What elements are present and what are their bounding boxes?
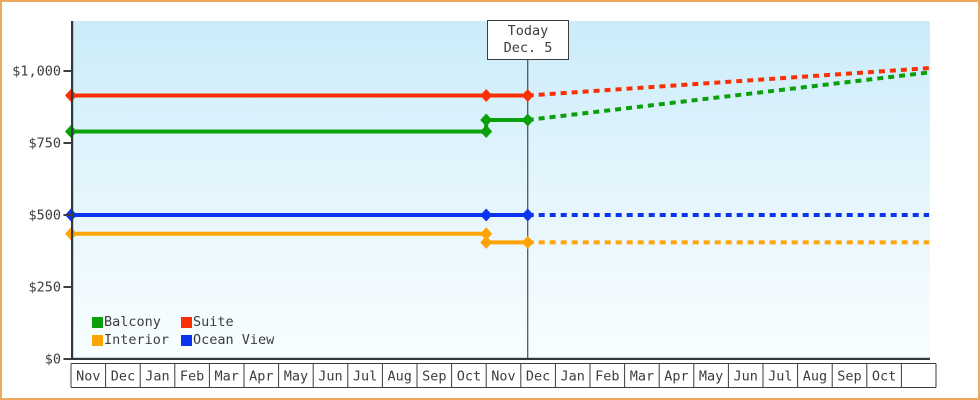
month-label: May bbox=[699, 369, 723, 385]
month-label: Jan bbox=[561, 369, 585, 385]
month-label: Dec bbox=[111, 369, 135, 385]
marker-suite bbox=[521, 88, 534, 102]
month-label: Apr bbox=[249, 369, 273, 385]
month-label: Mar bbox=[630, 369, 654, 385]
y-tick-label: $0 bbox=[45, 352, 61, 368]
month-label: May bbox=[284, 369, 308, 385]
month-label: Oct bbox=[872, 369, 896, 385]
marker-interior bbox=[480, 227, 493, 241]
month-label: Dec bbox=[526, 369, 550, 385]
month-label: Jul bbox=[353, 369, 377, 385]
y-tick bbox=[63, 358, 72, 360]
y-tick bbox=[63, 286, 72, 288]
ocean-view-swatch-icon bbox=[181, 334, 192, 346]
month-label: Jun bbox=[318, 369, 342, 385]
legend-item-balcony: Balcony bbox=[92, 313, 181, 331]
month-label: Jun bbox=[734, 369, 758, 385]
marker-ocean-view bbox=[480, 208, 493, 222]
suite-swatch-icon bbox=[181, 316, 192, 328]
y-tick-label: $1,000 bbox=[12, 64, 61, 80]
today-marker-box: Today Dec. 5 bbox=[487, 20, 569, 60]
month-label: Sep bbox=[422, 369, 446, 385]
marker-balcony bbox=[521, 113, 534, 127]
marker-ocean-view bbox=[521, 208, 534, 222]
series-forecast-balcony bbox=[527, 70, 930, 122]
month-label: Sep bbox=[837, 369, 861, 385]
y-tick bbox=[63, 214, 72, 216]
legend-label-interior: Interior bbox=[104, 332, 170, 348]
marker-interior bbox=[480, 235, 493, 249]
y-tick-label: $500 bbox=[28, 208, 61, 224]
y-axis-line bbox=[71, 21, 74, 360]
legend-label-ocean-view: Ocean View bbox=[193, 332, 275, 348]
month-label: Apr bbox=[664, 369, 688, 385]
legend-label-suite: Suite bbox=[193, 314, 234, 330]
month-label: Oct bbox=[457, 369, 481, 385]
plot-background bbox=[73, 21, 930, 359]
x-axis-line bbox=[71, 357, 930, 360]
series-forecast-suite bbox=[527, 66, 930, 98]
legend-item-interior: Interior bbox=[92, 331, 181, 349]
month-label: Mar bbox=[215, 369, 239, 385]
legend-item-suite: Suite bbox=[181, 313, 274, 331]
marker-suite bbox=[480, 88, 493, 102]
month-label: Nov bbox=[76, 369, 100, 385]
legend-label-balcony: Balcony bbox=[104, 314, 161, 330]
month-label: Aug bbox=[803, 369, 827, 385]
y-tick-label: $750 bbox=[28, 136, 61, 152]
marker-balcony bbox=[480, 124, 493, 138]
y-tick bbox=[63, 142, 72, 144]
today-label: Today bbox=[507, 23, 549, 39]
marker-balcony bbox=[480, 113, 493, 127]
balcony-swatch-icon bbox=[92, 316, 103, 328]
chart-legend: Balcony Suite Interior Ocean View bbox=[92, 313, 274, 349]
y-tick bbox=[63, 70, 72, 72]
today-date: Dec. 5 bbox=[503, 40, 553, 56]
interior-swatch-icon bbox=[92, 334, 103, 346]
month-label: Feb bbox=[180, 369, 204, 385]
month-label: Nov bbox=[491, 369, 515, 385]
month-label: Feb bbox=[595, 369, 619, 385]
legend-item-ocean-view: Ocean View bbox=[181, 331, 274, 349]
month-label: Jul bbox=[768, 369, 792, 385]
month-label: Aug bbox=[388, 369, 412, 385]
marker-interior bbox=[521, 235, 534, 249]
y-tick-label: $250 bbox=[28, 280, 61, 296]
month-label: Jan bbox=[145, 369, 169, 385]
